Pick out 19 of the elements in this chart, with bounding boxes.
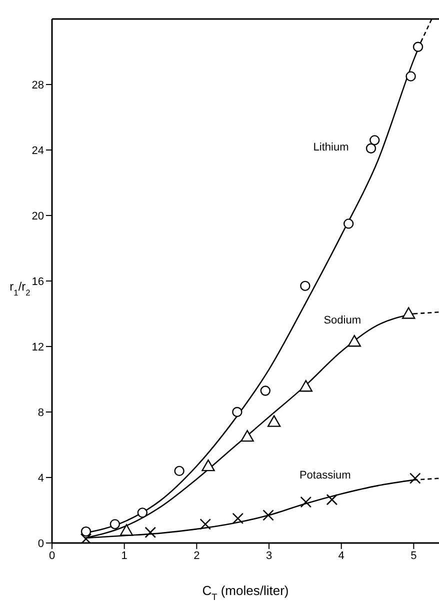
x-tick-label: 0: [48, 550, 56, 562]
series-label: Sodium: [324, 314, 362, 327]
y-tick-label: 16: [32, 276, 44, 288]
x-tick-label: 5: [410, 550, 417, 562]
y-tick-label: 20: [32, 210, 44, 222]
y-tick-label: 24: [32, 144, 44, 157]
x-tick-label: 3: [266, 550, 272, 562]
series-label: Potassium: [299, 469, 351, 482]
x-tick-label: 2: [194, 550, 200, 562]
y-tick-label: 0: [38, 538, 44, 550]
y-tick-label: 8: [38, 406, 44, 419]
x-axis-title: C$_{T}$ (moles/liter): [202, 583, 289, 602]
x-tick-label: 1: [121, 550, 128, 562]
y-axis-title: r$_{1}$/r$_{2}$: [10, 280, 31, 298]
y-tick-label: 28: [32, 79, 44, 92]
y-tick-label: 4: [38, 472, 44, 484]
y-tick-label: 12: [32, 341, 44, 354]
x-tick-label: 4: [338, 550, 344, 562]
series-label: Lithium: [313, 141, 349, 154]
